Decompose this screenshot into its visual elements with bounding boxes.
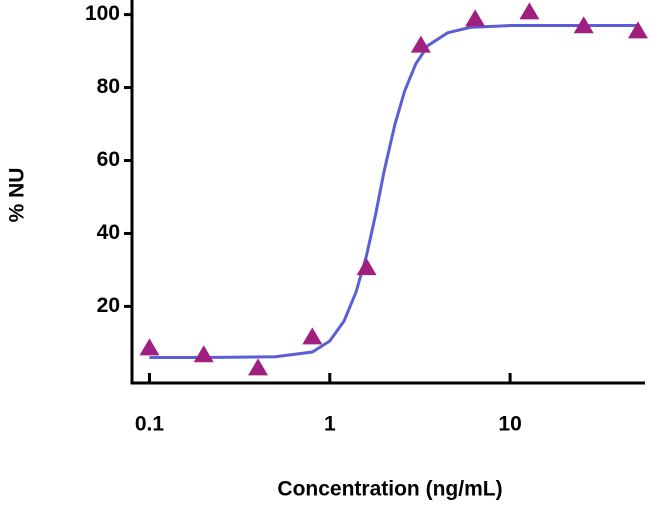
y-tick-label: 80 (97, 75, 120, 98)
x-tick-label: 1 (324, 413, 336, 436)
y-tick-label: 40 (97, 221, 120, 244)
x-tick-label: 10 (498, 413, 521, 436)
y-tick-label: 60 (97, 148, 120, 171)
data-point (139, 338, 160, 356)
x-axis-label: Concentration (ng/mL) (277, 478, 502, 501)
data-point (519, 2, 540, 20)
data-point (573, 16, 594, 34)
y-tick-label: 20 (97, 294, 120, 317)
data-point (465, 9, 486, 27)
data-point (410, 35, 431, 53)
y-tick-label: 100 (85, 2, 120, 25)
data-point (302, 327, 323, 345)
fit-curve (149, 24, 638, 359)
y-axis-label: % NU (6, 168, 29, 223)
x-tick-label: 0.1 (135, 413, 165, 436)
data-point (248, 358, 269, 376)
data-point (356, 258, 377, 276)
data-point (193, 345, 214, 363)
data-point (627, 21, 648, 39)
